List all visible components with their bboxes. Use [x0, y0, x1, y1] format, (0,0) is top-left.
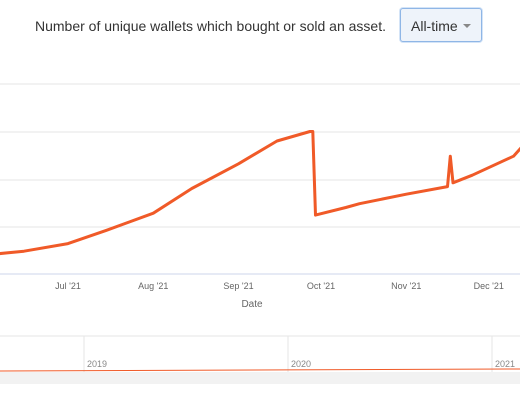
navigator-year-labels: 2019 2020 2021	[83, 336, 515, 372]
x-tick-label: Oct '21	[307, 281, 335, 291]
navigator-year-label: 2020	[291, 359, 311, 369]
x-tick-label: Jul '21	[55, 281, 81, 291]
chart-header: Number of unique wallets which bought or…	[0, 0, 520, 54]
navigator-year-label: 2021	[495, 359, 515, 369]
chart-description: Number of unique wallets which bought or…	[35, 18, 386, 34]
series-line	[0, 130, 520, 256]
navigator-series-line	[0, 368, 520, 372]
navigator[interactable]: 2019 2020 2021	[0, 335, 520, 384]
chevron-down-icon	[463, 24, 471, 28]
y-gridlines	[0, 83, 520, 228]
x-tick-label: Aug '21	[138, 281, 168, 291]
x-tick-labels: Jul '21 Aug '21 Sep '21 Oct '21 Nov '21 Dec '…	[55, 281, 504, 291]
navigator-scrollbar[interactable]	[0, 372, 520, 384]
x-tick-label: Dec '21	[474, 281, 504, 291]
x-tick-label: Nov '21	[391, 281, 421, 291]
x-axis-title: Date	[241, 299, 263, 310]
navigator-year-label: 2019	[87, 359, 107, 369]
x-tick-label: Sep '21	[223, 281, 253, 291]
time-range-value: All-time	[411, 18, 458, 34]
time-range-select[interactable]: All-time	[400, 8, 482, 42]
